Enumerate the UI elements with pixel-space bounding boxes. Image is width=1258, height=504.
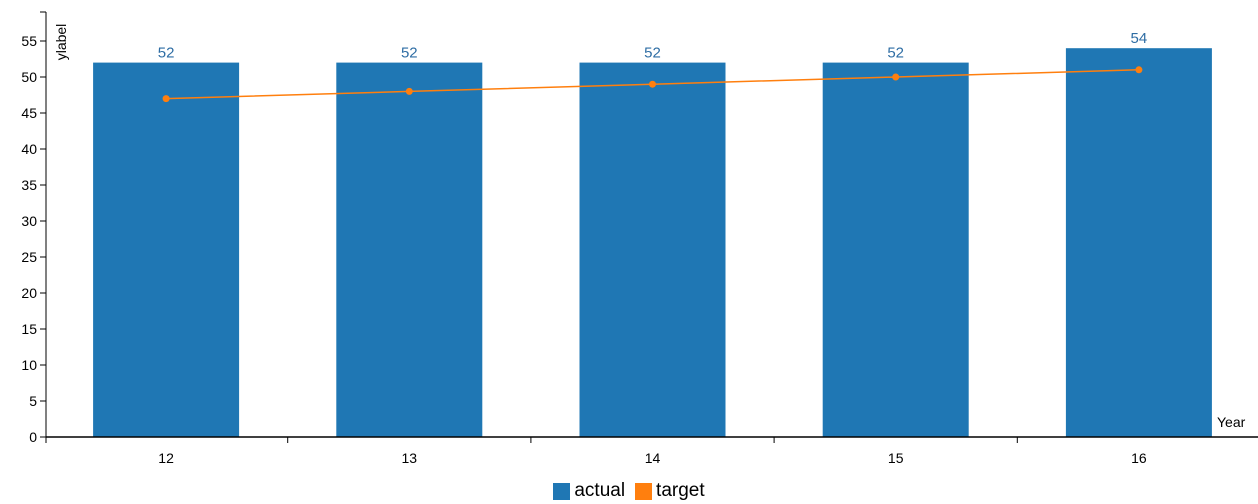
y-axis-title: ylabel xyxy=(53,24,69,61)
legend-item-actual[interactable]: actual xyxy=(553,480,625,502)
bar-16[interactable] xyxy=(1065,48,1212,437)
y-tick-label-5: 5 xyxy=(29,393,37,409)
y-tick-label-55: 55 xyxy=(21,33,37,49)
bar-15[interactable] xyxy=(822,62,969,437)
y-tick-label-40: 40 xyxy=(21,141,37,157)
data-label-13: 52 xyxy=(401,45,418,62)
data-label-15: 52 xyxy=(887,45,904,62)
y-tick-label-10: 10 xyxy=(21,357,37,373)
x-tick-label-13: 13 xyxy=(402,450,418,466)
y-tick-label-20: 20 xyxy=(21,285,37,301)
y-tick-label-25: 25 xyxy=(21,249,37,265)
bar-13[interactable] xyxy=(336,62,483,437)
bar-group xyxy=(93,48,1212,437)
x-axis-title: Year xyxy=(1217,414,1246,430)
y-tick-label-35: 35 xyxy=(21,177,37,193)
y-tick-label-0: 0 xyxy=(29,429,37,445)
x-tick-label-12: 12 xyxy=(158,450,174,466)
x-tick-label-14: 14 xyxy=(645,450,661,466)
chart: 52 52 52 52 54 0 5 10 15 20 25 30 35 40 45 50 55 12 13 14… xyxy=(21,11,1258,466)
x-tick-label-16: 16 xyxy=(1131,450,1147,466)
target-point-14[interactable] xyxy=(649,80,656,88)
legend: actual target xyxy=(0,480,1258,502)
data-label-16: 54 xyxy=(1131,30,1148,47)
target-point-12[interactable] xyxy=(162,95,170,103)
x-axis: 12 13 14 15 16 xyxy=(45,436,1258,466)
target-line-group xyxy=(162,66,1143,103)
legend-label-actual: actual xyxy=(574,480,626,501)
bar-14[interactable] xyxy=(579,62,726,437)
y-tick-label-15: 15 xyxy=(21,321,37,337)
y-axis: 0 5 10 15 20 25 30 35 40 45 50 55 xyxy=(21,11,47,445)
legend-item-target[interactable]: target xyxy=(635,480,705,502)
bar-12[interactable] xyxy=(93,62,240,437)
y-tick-label-50: 50 xyxy=(21,69,37,85)
y-tick-label-45: 45 xyxy=(21,105,37,121)
target-point-15[interactable] xyxy=(892,73,900,81)
data-label-group: 52 52 52 52 54 xyxy=(158,30,1147,61)
data-label-12: 52 xyxy=(158,45,175,62)
legend-swatch-actual xyxy=(553,482,571,500)
x-tick-label-15: 15 xyxy=(888,450,904,466)
legend-swatch-target xyxy=(635,482,653,500)
data-label-14: 52 xyxy=(644,45,661,62)
target-point-13[interactable] xyxy=(405,87,413,95)
y-tick-label-30: 30 xyxy=(21,213,37,229)
legend-label-target: target xyxy=(656,480,705,501)
target-point-16[interactable] xyxy=(1135,66,1143,74)
